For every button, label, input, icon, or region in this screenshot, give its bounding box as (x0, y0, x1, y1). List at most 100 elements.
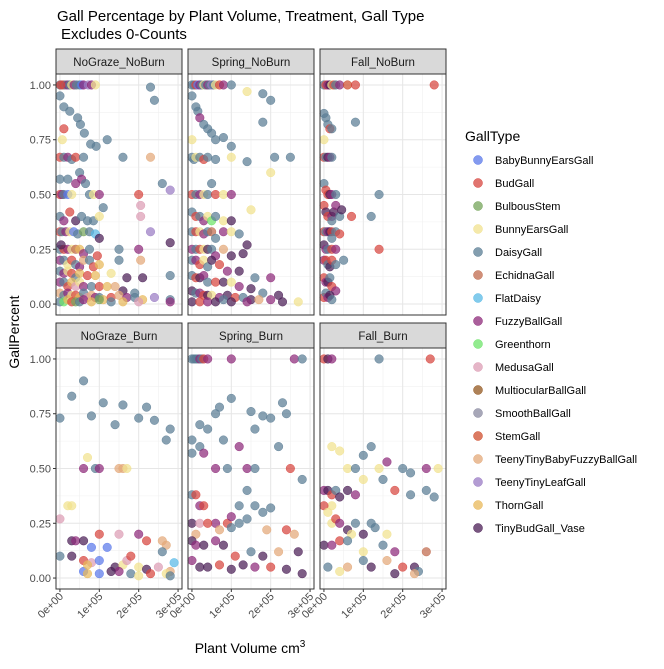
data-point (218, 435, 228, 445)
data-point (118, 297, 128, 307)
data-point (274, 547, 284, 557)
y-tick-label: 1.00 (30, 354, 51, 366)
data-point (67, 501, 77, 511)
data-point (429, 492, 439, 502)
data-point (358, 529, 368, 539)
data-point (142, 402, 152, 412)
data-point (226, 80, 236, 90)
data-point (118, 152, 128, 162)
data-point (327, 540, 337, 550)
data-point (110, 420, 120, 430)
data-point (136, 211, 146, 221)
legend-entry: MultiocularBallGall (495, 385, 586, 397)
data-point (187, 297, 197, 307)
data-point (122, 463, 132, 474)
data-point (80, 178, 91, 189)
data-point (421, 485, 431, 495)
data-point (406, 468, 416, 478)
legend-key (473, 408, 483, 418)
data-point (258, 411, 268, 421)
facet-strip-label: Fall_NoBurn (351, 57, 415, 69)
data-point (234, 518, 244, 528)
data-point (94, 211, 104, 221)
data-point (138, 273, 148, 283)
facet-strip-label: Spring_Burn (219, 331, 283, 343)
data-point (250, 562, 260, 572)
data-point (149, 292, 159, 303)
data-point (285, 463, 295, 474)
data-point (79, 295, 89, 305)
data-point (211, 233, 221, 243)
data-point (203, 189, 213, 200)
data-point (199, 501, 209, 511)
data-point (337, 205, 347, 215)
data-point (187, 448, 197, 458)
data-point (254, 295, 264, 305)
data-point (203, 562, 213, 572)
data-point (425, 354, 435, 364)
data-point (165, 571, 175, 581)
facet-panel: NoGraze_Burn (55, 322, 183, 590)
y-tick-label: 0.50 (30, 464, 51, 476)
data-point (327, 295, 337, 305)
y-tick-label: 0.50 (30, 190, 51, 202)
data-point (258, 507, 268, 517)
data-point (343, 536, 353, 546)
legend-key (473, 431, 483, 441)
legend-key (473, 224, 483, 234)
data-point (343, 562, 353, 572)
data-point (266, 503, 276, 513)
data-point (145, 82, 156, 92)
data-point (94, 295, 104, 305)
legend-key (473, 201, 483, 211)
data-point (238, 249, 248, 259)
data-point (203, 424, 213, 434)
x-axis-label: Plant Volume cm3 (195, 639, 306, 656)
legend-entry: BulbousStem (495, 201, 560, 213)
data-point (55, 413, 65, 423)
data-point (382, 555, 392, 566)
data-point (234, 281, 244, 292)
data-point (191, 540, 201, 550)
data-point (161, 435, 171, 445)
legend-key (473, 523, 483, 533)
chart-title: Gall Percentage by Plant Volume, Treatme… (57, 8, 424, 25)
data-point (327, 124, 337, 134)
data-point (63, 174, 73, 184)
data-point (378, 540, 388, 550)
facet-panel: Fall_NoBurn (319, 48, 447, 316)
facet-panel: Spring_NoBurn (187, 48, 315, 316)
data-point (114, 529, 124, 539)
data-point (86, 411, 96, 421)
data-point (285, 152, 295, 162)
data-point (218, 244, 228, 254)
data-point (94, 555, 104, 566)
data-point (218, 132, 228, 143)
data-point (242, 297, 252, 307)
data-point (335, 80, 345, 90)
data-point (79, 128, 89, 138)
data-point (187, 435, 197, 445)
x-axis-label-text: Plant Volume cm (195, 640, 300, 656)
data-point (390, 485, 400, 495)
data-point (242, 157, 252, 167)
panel-border (319, 347, 447, 590)
data-point (242, 86, 252, 97)
legend-key (473, 316, 483, 326)
data-point (246, 284, 256, 294)
panel-border (187, 73, 315, 316)
data-point (222, 266, 232, 276)
data-point (270, 152, 280, 162)
data-point (218, 295, 228, 305)
data-point (102, 542, 112, 552)
legend-entry: TeenyTinyLeafGall (495, 477, 586, 489)
data-point (343, 463, 353, 474)
data-point (335, 492, 345, 502)
data-point (266, 562, 276, 572)
data-point (106, 297, 116, 307)
data-point (266, 95, 276, 105)
data-point (242, 485, 252, 495)
data-point (327, 233, 337, 243)
data-point (94, 260, 104, 270)
data-point (94, 233, 104, 243)
